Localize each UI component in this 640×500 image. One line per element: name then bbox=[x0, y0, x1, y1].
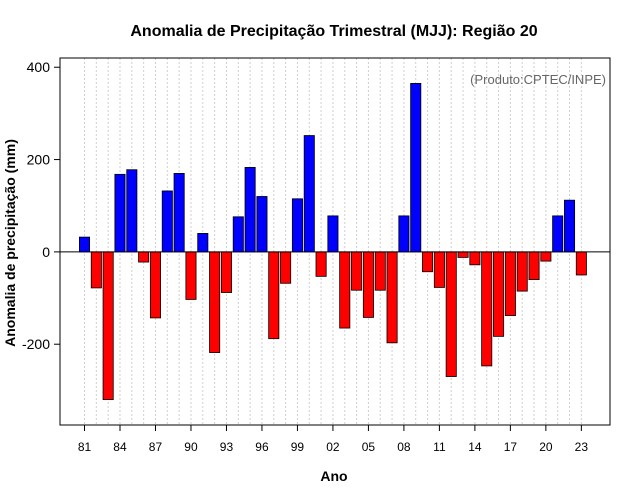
bar-2001 bbox=[315, 251, 327, 277]
y-tick-label: 400 bbox=[27, 59, 51, 75]
bar-1985 bbox=[126, 169, 138, 253]
bar-2006 bbox=[374, 251, 386, 291]
bar-1996 bbox=[256, 196, 268, 253]
bar-2023 bbox=[575, 251, 587, 276]
x-tick-label: 02 bbox=[326, 440, 340, 454]
bar-2014 bbox=[469, 251, 481, 266]
bar-1997 bbox=[268, 251, 280, 340]
bar-2010 bbox=[422, 251, 434, 273]
bar-2008 bbox=[398, 215, 410, 253]
x-tick-label: 17 bbox=[504, 440, 518, 454]
y-tick-label: 200 bbox=[27, 152, 51, 168]
bar-2000 bbox=[303, 135, 315, 253]
x-tick-label: 11 bbox=[433, 440, 446, 454]
bar-1987 bbox=[149, 251, 161, 319]
bar-2005 bbox=[362, 251, 374, 318]
bars bbox=[79, 82, 587, 401]
x-tick-label: 99 bbox=[291, 440, 305, 454]
bar-1984 bbox=[114, 173, 126, 253]
bar-1990 bbox=[185, 251, 197, 300]
chart-title: Anomalia de Precipitação Trimestral (MJJ… bbox=[130, 23, 537, 40]
bar-2021 bbox=[552, 215, 564, 253]
bar-1986 bbox=[138, 251, 150, 263]
y-axis: -200 0 200 400 bbox=[22, 59, 60, 352]
x-axis-label: Ano bbox=[320, 468, 347, 484]
bar-2007 bbox=[386, 251, 398, 344]
x-tick-label: 87 bbox=[149, 440, 163, 454]
x-tick-label: 96 bbox=[255, 440, 269, 454]
x-tick-label: 08 bbox=[397, 440, 411, 454]
bar-1994 bbox=[232, 216, 244, 253]
plot-frame bbox=[59, 57, 611, 426]
bar-2019 bbox=[528, 251, 540, 280]
bar-1982 bbox=[90, 251, 102, 289]
bar-2004 bbox=[351, 251, 363, 291]
bar-1991 bbox=[197, 233, 209, 253]
bar-1995 bbox=[244, 167, 256, 253]
bar-1999 bbox=[291, 198, 303, 253]
bar-2020 bbox=[540, 251, 552, 262]
bar-2002 bbox=[327, 215, 339, 253]
gridlines bbox=[84, 58, 582, 425]
bar-2011 bbox=[433, 251, 445, 288]
y-axis-label: Anomalia de precipitação (mm) bbox=[2, 139, 18, 347]
bar-1993 bbox=[220, 251, 232, 293]
source-annotation: (Produto:CPTEC/INPE) bbox=[470, 72, 606, 87]
bar-2017 bbox=[504, 251, 516, 316]
bar-2003 bbox=[339, 251, 351, 329]
x-tick-label: 81 bbox=[78, 440, 92, 454]
y-tick-label: 0 bbox=[42, 244, 50, 260]
bar-1992 bbox=[209, 251, 221, 353]
bar-2016 bbox=[493, 251, 505, 337]
bar-1983 bbox=[102, 251, 114, 401]
bar-2012 bbox=[445, 251, 457, 377]
bar-2013 bbox=[457, 251, 469, 258]
bar-2022 bbox=[564, 199, 576, 253]
x-tick-label: 84 bbox=[113, 440, 127, 454]
bar-1988 bbox=[161, 190, 173, 253]
x-tick-label: 05 bbox=[362, 440, 376, 454]
x-axis: 81 84 87 90 93 96 99 02 05 08 11 14 17 20 23 bbox=[78, 425, 589, 454]
x-tick-label: 23 bbox=[575, 440, 589, 454]
x-tick-label: 20 bbox=[539, 440, 553, 454]
bar-1981 bbox=[79, 236, 91, 253]
x-tick-label: 14 bbox=[468, 440, 482, 454]
y-tick-label: -200 bbox=[22, 336, 50, 352]
bar-2018 bbox=[516, 251, 528, 292]
bar-1998 bbox=[280, 251, 292, 284]
x-tick-label: 93 bbox=[220, 440, 234, 454]
x-tick-label: 90 bbox=[184, 440, 198, 454]
bar-2015 bbox=[481, 251, 493, 367]
bar-2009 bbox=[410, 82, 422, 253]
bar-1989 bbox=[173, 173, 185, 253]
